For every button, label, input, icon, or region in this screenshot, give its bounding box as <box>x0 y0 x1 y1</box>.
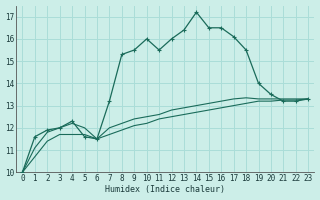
X-axis label: Humidex (Indice chaleur): Humidex (Indice chaleur) <box>105 185 225 194</box>
